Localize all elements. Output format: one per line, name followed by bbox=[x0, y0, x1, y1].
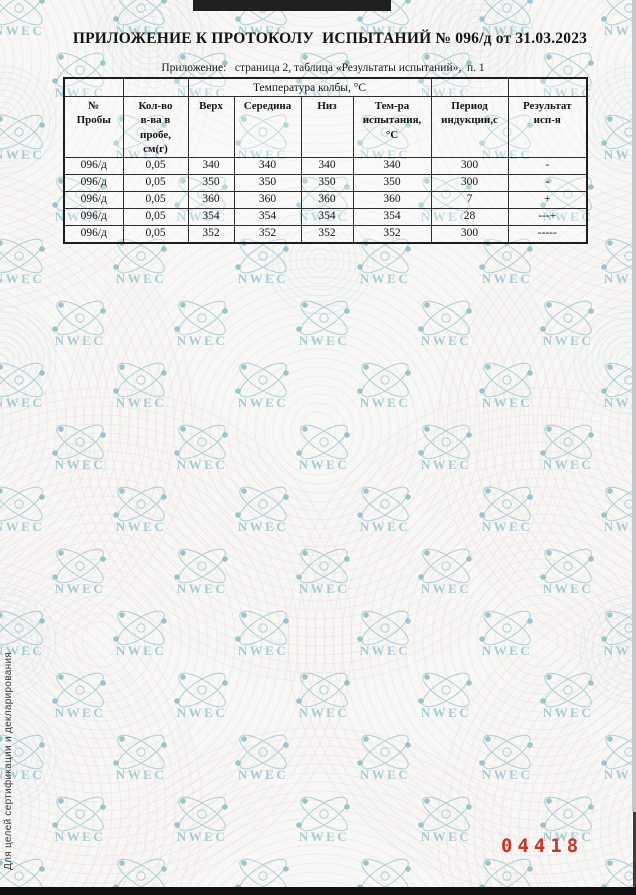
table-cell: 300 bbox=[430, 157, 509, 176]
empty-header-cell bbox=[122, 77, 189, 97]
table-cell: 0,05 bbox=[122, 208, 189, 227]
table-cell: 300 bbox=[430, 174, 509, 193]
table-row: 096/д 0,05 340 340 340 340 300 - bbox=[63, 157, 588, 176]
redaction-bar bbox=[193, 0, 391, 11]
table-cell: 28 bbox=[430, 208, 509, 227]
table-cell: 0,05 bbox=[122, 191, 189, 210]
table-cell: ----- bbox=[507, 225, 588, 244]
table-cell: 352 bbox=[352, 225, 432, 244]
serial-number-stamp: 04418 bbox=[501, 835, 584, 857]
table-cell: 340 bbox=[233, 157, 302, 176]
table-cell: 354 bbox=[187, 208, 235, 227]
table-cell: 350 bbox=[233, 174, 302, 193]
scan-edge-right bbox=[632, 0, 636, 812]
table-cell: 352 bbox=[233, 225, 302, 244]
col-header-bottom: Низ bbox=[300, 95, 354, 159]
table-cell: 350 bbox=[352, 174, 432, 193]
empty-header-cell bbox=[430, 77, 509, 97]
table-cell: 096/д bbox=[63, 208, 124, 227]
table-cell: 360 bbox=[352, 191, 432, 210]
table-cell: 0,05 bbox=[122, 157, 189, 176]
results-table: Температура колбы, °С № Пробы Кол-во в-в… bbox=[63, 77, 589, 245]
empty-header-cell bbox=[507, 77, 588, 97]
table-cell: 096/д bbox=[63, 157, 124, 176]
table-cell: 096/д bbox=[63, 174, 124, 193]
col-header-top: Верх bbox=[187, 95, 235, 159]
table-cell: 340 bbox=[300, 157, 354, 176]
table-cell: 0,05 bbox=[122, 174, 189, 193]
table-cell: + bbox=[507, 191, 588, 210]
table-header-row: № Пробы Кол-во в-ва в пробе, см(г) Верх … bbox=[63, 95, 588, 159]
table-cell: 350 bbox=[300, 174, 354, 193]
table-row: 096/д 0,05 354 354 354 354 28 ---+ bbox=[63, 208, 588, 227]
document-subtitle: Приложение: страница 2, таблица «Результ… bbox=[161, 62, 485, 74]
table-cell: 352 bbox=[187, 225, 235, 244]
table-cell: 360 bbox=[300, 191, 354, 210]
table-cell: ---+ bbox=[507, 208, 588, 227]
scan-edge-right-dark bbox=[633, 812, 636, 895]
table-cell: 096/д bbox=[63, 225, 124, 244]
table-cell: 360 bbox=[233, 191, 302, 210]
table-row: 096/д 0,05 350 350 350 350 300 - bbox=[63, 174, 588, 193]
col-header-test-temperature: Тем-ра испытания, °С bbox=[352, 95, 432, 159]
col-header-middle: Середина bbox=[233, 95, 302, 159]
table-cell: 352 bbox=[300, 225, 354, 244]
table-cell: 096/д bbox=[63, 191, 124, 210]
table-cell: 300 bbox=[430, 225, 509, 244]
table-cell: - bbox=[507, 157, 588, 176]
scan-edge-bottom bbox=[0, 887, 636, 895]
document-title: ПРИЛОЖЕНИЕ К ПРОТОКОЛУ ИСПЫТАНИЙ № 096/д… bbox=[72, 30, 588, 47]
table-cell: 7 bbox=[430, 191, 509, 210]
table-cell: 340 bbox=[187, 157, 235, 176]
table-group-header-row: Температура колбы, °С bbox=[63, 77, 588, 97]
empty-header-cell bbox=[63, 77, 124, 97]
table-cell: - bbox=[507, 174, 588, 193]
col-header-induction-period: Период индукции,с bbox=[430, 95, 509, 159]
table-cell: 354 bbox=[352, 208, 432, 227]
col-header-substance-amount: Кол-во в-ва в пробе, см(г) bbox=[122, 95, 189, 159]
table-cell: 0,05 bbox=[122, 225, 189, 244]
table-cell: 360 bbox=[187, 191, 235, 210]
col-header-test-result: Результат исп-я bbox=[507, 95, 588, 159]
table-row: 096/д 0,05 360 360 360 360 7 + bbox=[63, 191, 588, 210]
table-cell: 340 bbox=[352, 157, 432, 176]
table-row: 096/д 0,05 352 352 352 352 300 ----- bbox=[63, 225, 588, 244]
table-cell: 354 bbox=[300, 208, 354, 227]
group-header-flask-temperature: Температура колбы, °С bbox=[187, 77, 432, 97]
table-cell: 350 bbox=[187, 174, 235, 193]
table-cell: 354 bbox=[233, 208, 302, 227]
col-header-sample-no: № Пробы bbox=[63, 95, 124, 159]
side-vertical-note: Для целей сертификации и декларирования bbox=[3, 651, 14, 870]
